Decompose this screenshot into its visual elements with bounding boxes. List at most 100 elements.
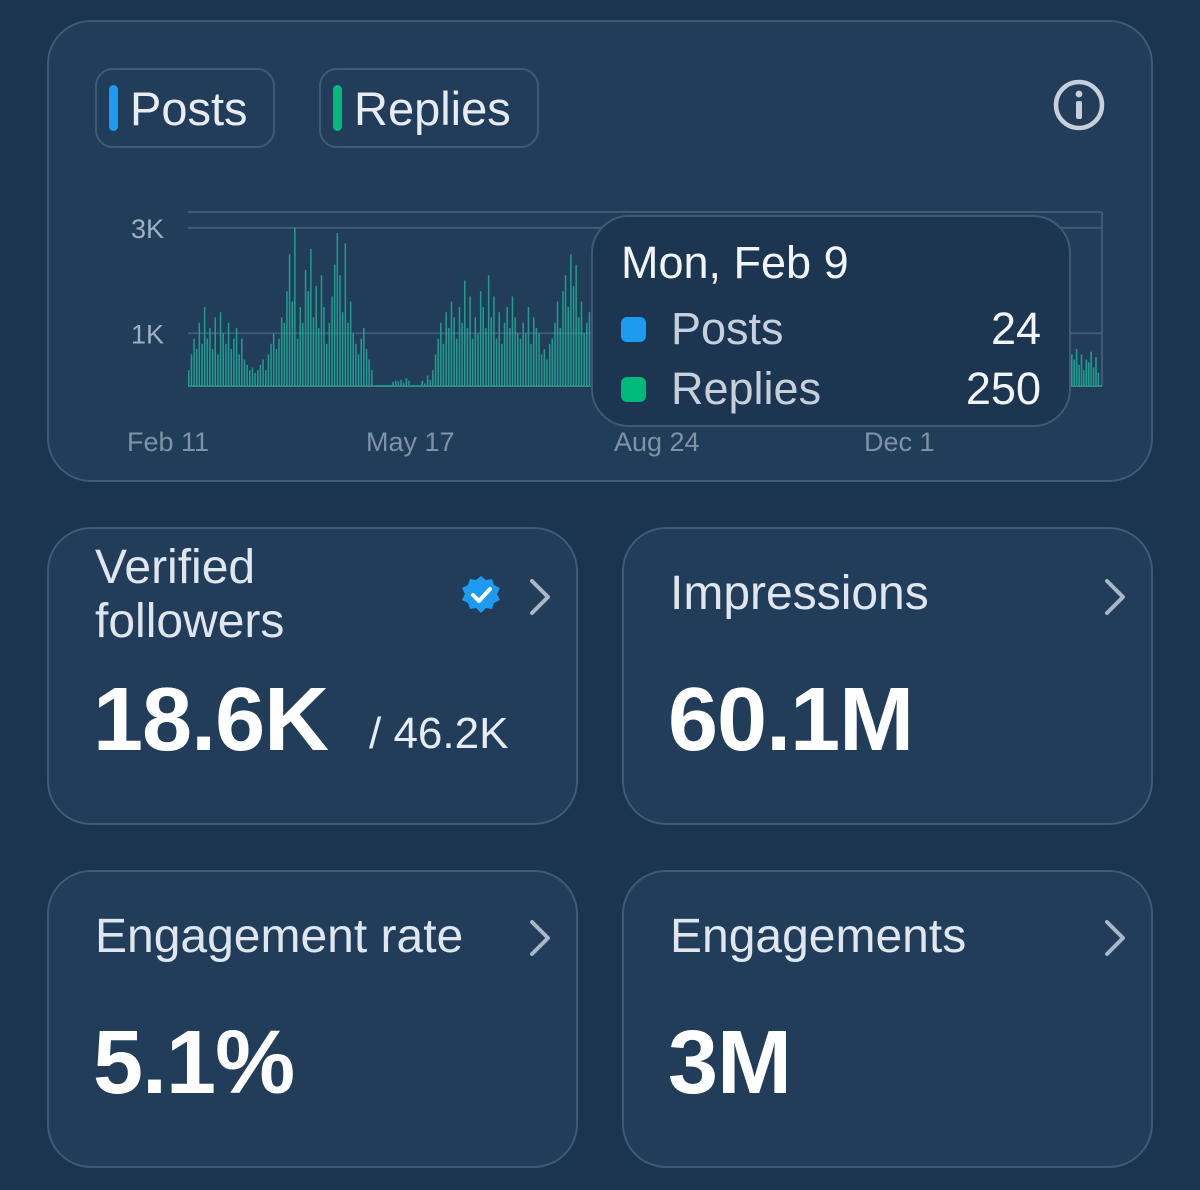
- chart-bar: [471, 338, 474, 386]
- chart-bar: [222, 333, 224, 386]
- chart-bar: [235, 328, 238, 386]
- chart-bar: [270, 343, 272, 386]
- chart-bar: [535, 328, 538, 386]
- chart-bar: [336, 233, 339, 386]
- chart-bar: [514, 317, 516, 386]
- chart-bar: [219, 312, 222, 386]
- chart-bar: [238, 354, 240, 386]
- y-tick-label: 3K: [131, 214, 164, 244]
- info-icon[interactable]: [1051, 77, 1107, 133]
- chart-bar: [1078, 364, 1080, 386]
- chart-bar: [296, 338, 299, 386]
- chart-bar: [461, 322, 463, 386]
- chart-bar: [283, 322, 285, 386]
- engagement-rate-card[interactable]: Engagement rate 5.1%: [47, 870, 578, 1168]
- chart-bar: [214, 317, 216, 386]
- chart-bar: [323, 306, 325, 386]
- chart-bar: [198, 322, 201, 386]
- chevron-right-icon[interactable]: [1102, 577, 1128, 617]
- chart-bar: [326, 343, 328, 386]
- verified-followers-value: 18.6K: [93, 670, 329, 770]
- x-tick-label: Dec 1: [864, 427, 935, 457]
- chart-bar: [310, 248, 312, 386]
- chart-bar: [392, 381, 394, 386]
- chart-bar: [1087, 362, 1090, 386]
- chart-bar: [564, 275, 567, 386]
- chart-bar: [429, 379, 431, 386]
- chart-bar: [456, 338, 458, 386]
- chart-bar: [493, 296, 495, 386]
- chart-bar: [286, 291, 288, 386]
- chart-bar: [262, 359, 264, 386]
- chart-bar: [272, 333, 275, 386]
- chart-bar: [1090, 351, 1092, 386]
- chart-bar: [368, 359, 370, 386]
- chart-bar: [586, 322, 588, 386]
- chart-bar: [495, 338, 498, 386]
- chart-bar: [440, 322, 442, 386]
- tooltip-replies-swatch: [621, 377, 646, 402]
- chart-bar: [227, 322, 230, 386]
- chart-bar: [251, 367, 254, 386]
- chevron-right-icon[interactable]: [527, 918, 553, 958]
- tooltip-row-posts: Posts 24: [621, 303, 1041, 354]
- activity-chart-card: 3K 1K Feb 11 May 17 Aug 24 Dec 1 Posts Replie…: [47, 20, 1153, 482]
- impressions-value: 60.1M: [668, 670, 914, 770]
- tooltip-posts-swatch: [621, 317, 646, 342]
- chart-bar: [249, 370, 251, 386]
- chart-bar: [556, 301, 559, 386]
- engagements-value: 3M: [668, 1013, 792, 1113]
- chart-bar: [371, 370, 373, 386]
- chart-bar: [469, 296, 471, 386]
- chart-bar: [1097, 372, 1100, 386]
- chart-bar: [437, 338, 439, 386]
- chart-bar: [344, 243, 347, 386]
- chart-bar: [395, 380, 397, 386]
- chart-bar: [540, 354, 543, 386]
- tooltip-replies-label: Replies: [671, 363, 822, 414]
- legend-chip-replies[interactable]: Replies: [319, 68, 539, 148]
- verified-badge-icon: [462, 576, 500, 613]
- chart-bar: [517, 333, 519, 386]
- verified-followers-title-line1: Verified: [95, 541, 256, 594]
- chevron-right-icon[interactable]: [527, 577, 553, 617]
- chart-bar: [190, 354, 193, 386]
- chart-bar: [498, 312, 500, 386]
- engagements-card[interactable]: Engagements 3M: [622, 870, 1153, 1168]
- chart-bar: [294, 227, 296, 386]
- impressions-card[interactable]: Impressions 60.1M: [622, 527, 1153, 825]
- chart-bar: [487, 275, 490, 386]
- chart-bar: [474, 317, 477, 386]
- chart-bar: [1073, 359, 1075, 386]
- chart-bar: [509, 328, 511, 386]
- engagement-rate-title: Engagement rate: [95, 910, 464, 963]
- chart-bar: [1083, 370, 1085, 386]
- chart-bar: [434, 354, 437, 386]
- chart-bar: [243, 359, 246, 386]
- chart-bar: [426, 375, 429, 386]
- replies-color-swatch: [333, 85, 342, 131]
- tooltip-posts-label: Posts: [671, 303, 784, 354]
- chart-bar: [533, 317, 535, 386]
- chart-bar: [312, 317, 315, 386]
- chart-bar: [201, 343, 203, 386]
- chevron-right-icon[interactable]: [1102, 918, 1128, 958]
- chart-bar: [304, 270, 307, 386]
- chart-bar: [548, 343, 551, 386]
- chart-bar: [1080, 354, 1083, 386]
- x-tick-label: May 17: [366, 427, 455, 457]
- chart-bar: [477, 333, 479, 386]
- chart-bar: [530, 343, 532, 386]
- chart-bar: [522, 322, 524, 386]
- chart-bar: [562, 291, 564, 386]
- verified-followers-card[interactable]: Verified followers 18.6K / 46.2K: [47, 527, 578, 825]
- chart-bar: [196, 349, 198, 386]
- chart-bar: [209, 328, 211, 386]
- activity-chart[interactable]: 3K 1K Feb 11 May 17 Aug 24 Dec 1: [49, 22, 1155, 484]
- chart-bar: [482, 306, 484, 386]
- engagement-rate-value: 5.1%: [93, 1013, 295, 1113]
- total-followers-value: / 46.2K: [369, 709, 509, 758]
- tooltip-posts-value: 24: [990, 303, 1041, 354]
- chart-bar: [442, 343, 445, 386]
- legend-chip-posts[interactable]: Posts: [95, 68, 275, 148]
